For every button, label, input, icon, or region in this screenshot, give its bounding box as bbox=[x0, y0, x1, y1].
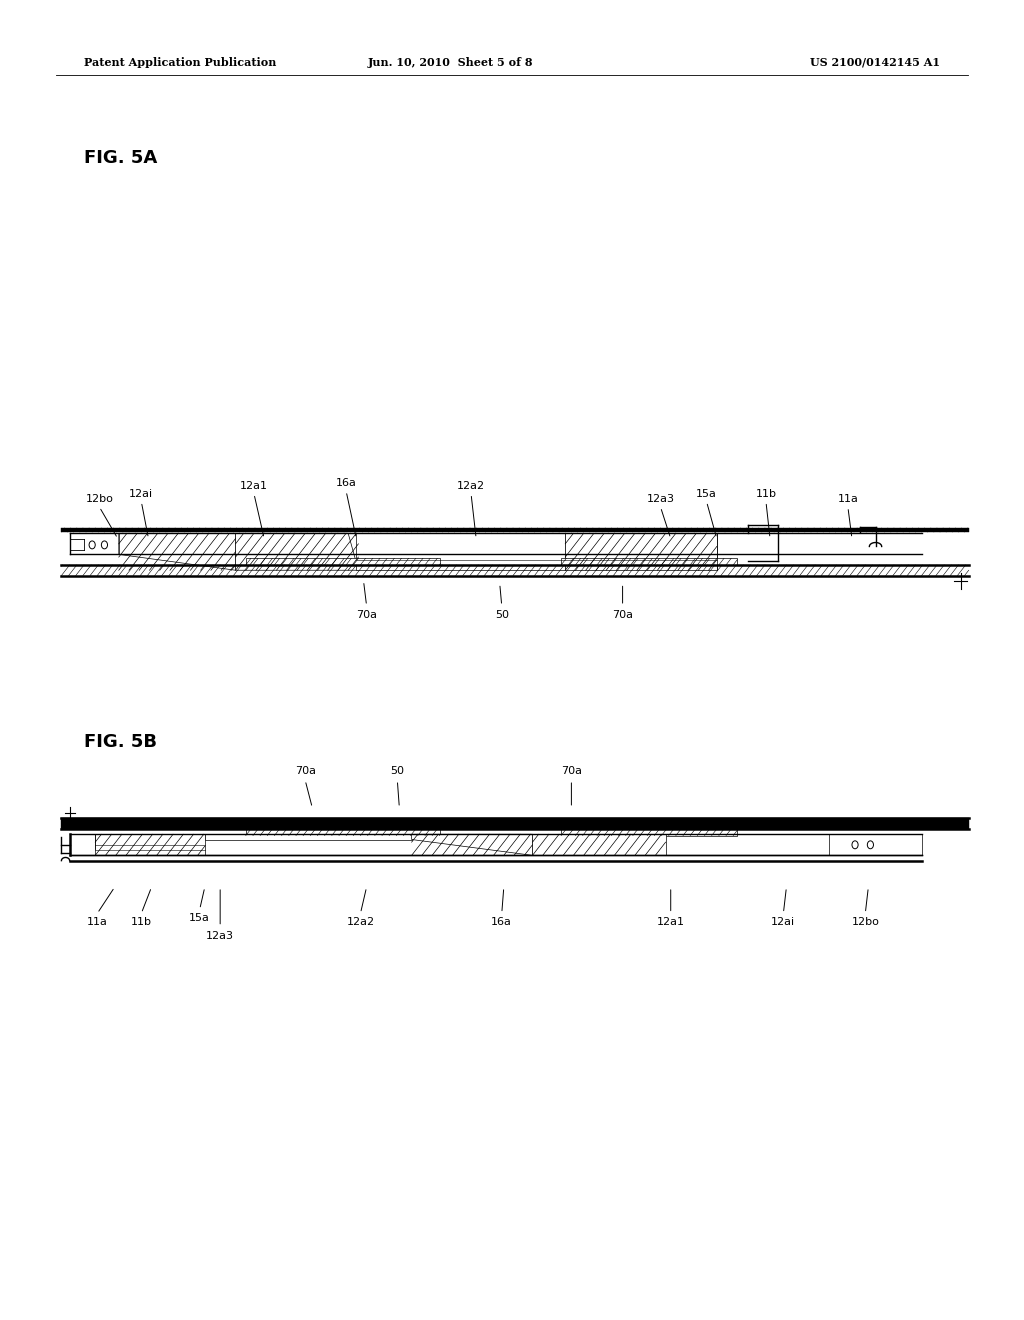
Polygon shape bbox=[565, 533, 717, 570]
Text: 12a1: 12a1 bbox=[656, 917, 685, 928]
Text: 11a: 11a bbox=[838, 494, 858, 504]
Text: 11b: 11b bbox=[756, 488, 776, 499]
Bar bbox=[246, 558, 440, 565]
Text: 12a1: 12a1 bbox=[240, 480, 268, 491]
Bar bbox=[61, 528, 969, 532]
Text: 11b: 11b bbox=[131, 917, 152, 928]
Text: Jun. 10, 2010  Sheet 5 of 8: Jun. 10, 2010 Sheet 5 of 8 bbox=[368, 57, 534, 67]
Polygon shape bbox=[532, 834, 666, 855]
Text: 70a: 70a bbox=[356, 610, 377, 620]
Text: 15a: 15a bbox=[189, 913, 210, 924]
Text: FIG. 5A: FIG. 5A bbox=[84, 149, 158, 168]
Polygon shape bbox=[95, 834, 205, 855]
Text: 12a3: 12a3 bbox=[206, 931, 234, 941]
Bar bbox=[829, 834, 922, 855]
Text: 12a2: 12a2 bbox=[457, 480, 485, 491]
Polygon shape bbox=[412, 834, 532, 855]
Bar bbox=[205, 834, 412, 840]
Text: 15a: 15a bbox=[696, 488, 717, 499]
Text: 70a: 70a bbox=[295, 766, 315, 776]
Text: 50: 50 bbox=[390, 766, 404, 776]
Text: Patent Application Publication: Patent Application Publication bbox=[84, 57, 276, 67]
Bar bbox=[561, 558, 737, 565]
Polygon shape bbox=[119, 533, 236, 570]
Text: 50: 50 bbox=[495, 610, 509, 620]
Polygon shape bbox=[236, 533, 358, 570]
Text: 16a: 16a bbox=[336, 478, 356, 488]
Bar bbox=[61, 818, 969, 829]
Bar bbox=[246, 829, 440, 836]
Text: 12a2: 12a2 bbox=[346, 917, 375, 928]
Text: 12bo: 12bo bbox=[85, 494, 114, 504]
Text: 12ai: 12ai bbox=[129, 488, 154, 499]
Text: 70a: 70a bbox=[612, 610, 633, 620]
Text: 70a: 70a bbox=[561, 766, 582, 776]
Text: 12a3: 12a3 bbox=[646, 494, 675, 504]
Text: 11a: 11a bbox=[87, 917, 108, 928]
Text: 12ai: 12ai bbox=[771, 917, 796, 928]
Text: 16a: 16a bbox=[492, 917, 512, 928]
Text: FIG. 5B: FIG. 5B bbox=[84, 733, 157, 751]
Text: 12bo: 12bo bbox=[851, 917, 880, 928]
Bar bbox=[356, 533, 565, 570]
Text: US 2100/0142145 A1: US 2100/0142145 A1 bbox=[810, 57, 940, 67]
Bar bbox=[561, 829, 737, 836]
